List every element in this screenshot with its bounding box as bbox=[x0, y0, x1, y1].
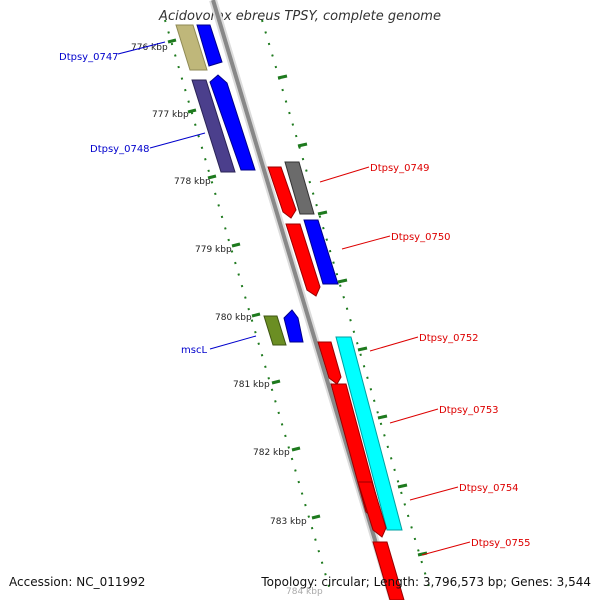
gene-label-dtpsy-0748[interactable]: Dtpsy_0748 bbox=[90, 144, 150, 155]
gene-mscl-blue[interactable] bbox=[283, 309, 304, 343]
gene-label-dtpsy-0750[interactable]: Dtpsy_0750 bbox=[391, 232, 451, 243]
gene-dtpsy-0750-red[interactable] bbox=[285, 223, 321, 297]
map-title: Acidovorax ebreus TPSY, complete genome bbox=[159, 9, 441, 24]
gene-dtpsy-0755-red[interactable] bbox=[372, 541, 405, 600]
gene-dtpsy-0750-blue[interactable] bbox=[303, 219, 339, 285]
tick-label-780: 780 kbp bbox=[215, 313, 252, 323]
gene-dtpsy-0748-navy[interactable] bbox=[191, 79, 236, 173]
outer-dotted-guide bbox=[261, 19, 431, 591]
gene-label-dtpsy-0753[interactable]: Dtpsy_0753 bbox=[439, 405, 499, 416]
gene-label-dtpsy-0747[interactable]: Dtpsy_0747 bbox=[59, 52, 119, 63]
gene-labels: Dtpsy_0747 Dtpsy_0748 Dtpsy_0749 Dtpsy_0… bbox=[59, 52, 531, 549]
gene-dtpsy-0749-red[interactable] bbox=[267, 166, 297, 219]
tick-label-779: 779 kbp bbox=[195, 245, 232, 255]
tick-labels: 776 kbp 777 kbp 778 kbp 779 kbp 780 kbp … bbox=[131, 43, 323, 597]
gene-label-mscl[interactable]: mscL bbox=[181, 345, 207, 356]
tick-label-784: 784 kbp bbox=[286, 587, 323, 597]
callout-lines bbox=[117, 41, 471, 556]
tick-label-777: 777 kbp bbox=[152, 110, 189, 120]
tick-label-782: 782 kbp bbox=[253, 448, 290, 458]
gene-dtpsy-0752-red[interactable] bbox=[317, 341, 342, 385]
gene-label-dtpsy-0755[interactable]: Dtpsy_0755 bbox=[471, 538, 531, 549]
genome-summary-label: Topology: circular; Length: 3,796,573 bp… bbox=[261, 575, 591, 589]
outer-ticks bbox=[277, 74, 428, 557]
gene-label-dtpsy-0752[interactable]: Dtpsy_0752 bbox=[419, 333, 479, 344]
accession-label: Accession: NC_011992 bbox=[9, 575, 146, 589]
gene-dtpsy-0752-cyan[interactable] bbox=[335, 336, 403, 531]
gene-dtpsy-0747-khaki[interactable] bbox=[175, 24, 208, 71]
gene-dtpsy-0748-blue[interactable] bbox=[209, 74, 256, 171]
tick-label-783: 783 kbp bbox=[270, 517, 307, 527]
tick-label-776: 776 kbp bbox=[131, 43, 168, 53]
gene-dtpsy-0747-blue[interactable] bbox=[196, 24, 223, 67]
gene-mscl-olive[interactable] bbox=[263, 315, 287, 346]
gene-label-dtpsy-0749[interactable]: Dtpsy_0749 bbox=[370, 163, 430, 174]
gene-dtpsy-0749-gray[interactable] bbox=[284, 161, 315, 215]
inner-ticks bbox=[167, 38, 321, 520]
gene-label-dtpsy-0754[interactable]: Dtpsy_0754 bbox=[459, 483, 519, 494]
tick-label-778: 778 kbp bbox=[174, 177, 211, 187]
gene-dtpsy-0754-red[interactable] bbox=[357, 481, 387, 538]
tick-label-781: 781 kbp bbox=[233, 380, 270, 390]
